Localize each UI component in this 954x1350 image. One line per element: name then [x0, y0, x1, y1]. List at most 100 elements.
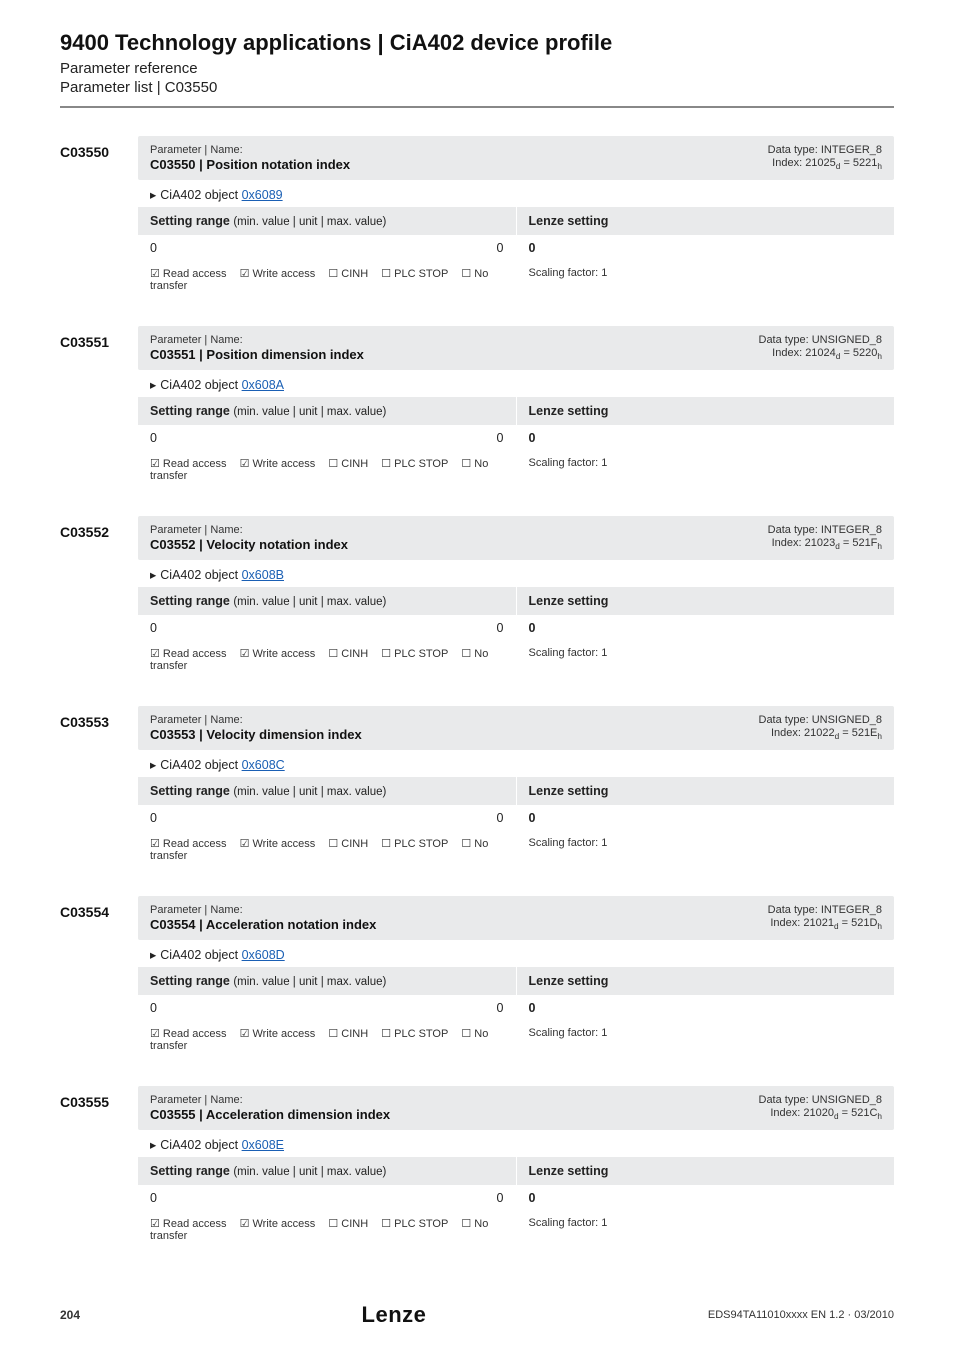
param-block: C03551 Parameter | Name: C03551 | Positi… [60, 326, 894, 490]
param-code: C03551 [60, 326, 138, 490]
param-code: C03553 [60, 706, 138, 870]
param-object-link-row: ▸ CiA402 object 0x608E [138, 1130, 894, 1157]
setting-header-row: Setting range (min. value | unit | max. … [138, 397, 894, 425]
param-name-title: C03550 | Position notation index [150, 157, 350, 172]
setting-range-label: Setting range [150, 214, 233, 228]
param-data-type: Data type: UNSIGNED_8 [759, 714, 883, 726]
param-index: Index: 21021d = 521Dh [768, 917, 882, 931]
param-index: Index: 21020d = 521Ch [759, 1107, 883, 1121]
lenze-value: 0 [517, 235, 895, 261]
lenze-setting-label: Lenze setting [517, 207, 895, 235]
access-read: ☑ Read access [150, 1218, 227, 1230]
footer-doc-id: EDS94TA11010xxxx EN 1.2 · 03/2010 [708, 1309, 894, 1321]
param-name-box: Parameter | Name: C03553 | Velocity dime… [138, 706, 894, 750]
param-name-label: Parameter | Name: [150, 334, 364, 346]
setting-range-label: Setting range [150, 784, 233, 798]
max-value: 0 [497, 621, 504, 635]
access-row: ☑ Read access ☑ Write access ☐ CINH ☐ PL… [138, 1021, 894, 1060]
access-read: ☑ Read access [150, 458, 227, 470]
footer-logo: Lenze [362, 1302, 427, 1328]
setting-range-sub: (min. value | unit | max. value) [233, 216, 386, 228]
param-object-link-row: ▸CiA402 object 0x608A [138, 370, 894, 397]
object-link[interactable]: 0x608C [242, 758, 285, 772]
setting-range-sub: (min. value | unit | max. value) [233, 596, 386, 608]
setting-header-row: Setting range (min. value | unit | max. … [138, 207, 894, 235]
param-name-label: Parameter | Name: [150, 524, 348, 536]
setting-range-sub: (min. value | unit | max. value) [233, 976, 386, 988]
header-rule [60, 106, 894, 108]
object-prefix: CiA402 object [160, 188, 241, 202]
lenze-setting-label: Lenze setting [517, 1157, 895, 1185]
param-index: Index: 21024d = 5220h [759, 347, 883, 361]
setting-header-row: Setting range (min. value | unit | max. … [138, 777, 894, 805]
param-name-label: Parameter | Name: [150, 1094, 390, 1106]
setting-range-label: Setting range [150, 974, 233, 988]
lenze-setting-label: Lenze setting [517, 777, 895, 805]
object-prefix: CiA402 object [160, 568, 241, 582]
min-value: 0 [150, 431, 157, 445]
triangle-icon: ▸ [150, 758, 156, 772]
param-code: C03550 [60, 136, 138, 300]
object-link[interactable]: 0x608E [242, 1138, 284, 1152]
triangle-icon: ▸ [150, 378, 156, 392]
param-name-title: C03552 | Velocity notation index [150, 537, 348, 552]
access-read: ☑ Read access [150, 1028, 227, 1040]
setting-range-label: Setting range [150, 1164, 233, 1178]
param-name-box: Parameter | Name: C03555 | Acceleration … [138, 1086, 894, 1130]
param-name-title: C03553 | Velocity dimension index [150, 727, 362, 742]
param-name-title: C03554 | Acceleration notation index [150, 917, 376, 932]
access-read: ☑ Read access [150, 838, 227, 850]
lenze-setting-label: Lenze setting [517, 967, 895, 995]
access-write: ☑ Write access [240, 1218, 316, 1230]
object-link[interactable]: 0x608D [242, 948, 285, 962]
object-link[interactable]: 0x608B [242, 568, 284, 582]
max-value: 0 [497, 1191, 504, 1205]
min-value: 0 [150, 241, 157, 255]
object-prefix: CiA402 object [160, 758, 241, 772]
object-prefix: CiA402 object [160, 1138, 241, 1152]
param-block: C03554 Parameter | Name: C03554 | Accele… [60, 896, 894, 1060]
param-code: C03552 [60, 516, 138, 680]
page-sub2: Parameter list | C03550 [60, 79, 894, 96]
lenze-value: 0 [517, 995, 895, 1021]
scaling-factor: Scaling factor: 1 [517, 1211, 895, 1250]
max-value: 0 [497, 241, 504, 255]
access-row: ☑ Read access ☑ Write access ☐ CINH ☐ PL… [138, 261, 894, 300]
param-name-box: Parameter | Name: C03554 | Acceleration … [138, 896, 894, 940]
param-code: C03554 [60, 896, 138, 1060]
access-write: ☑ Write access [240, 1028, 316, 1040]
param-block: C03553 Parameter | Name: C03553 | Veloci… [60, 706, 894, 870]
value-row: 00 0 [138, 805, 894, 831]
lenze-value: 0 [517, 425, 895, 451]
param-data-type: Data type: UNSIGNED_8 [759, 334, 883, 346]
footer-page-number: 204 [60, 1308, 80, 1322]
access-row: ☑ Read access ☑ Write access ☐ CINH ☐ PL… [138, 641, 894, 680]
access-plc: ☐ PLC STOP [381, 838, 448, 850]
triangle-icon: ▸ [150, 1138, 156, 1152]
scaling-factor: Scaling factor: 1 [517, 451, 895, 490]
access-write: ☑ Write access [240, 648, 316, 660]
min-value: 0 [150, 1191, 157, 1205]
page-header: 9400 Technology applications | CiA402 de… [60, 30, 894, 96]
access-cinh: ☐ CINH [328, 1028, 368, 1040]
param-block: C03552 Parameter | Name: C03552 | Veloci… [60, 516, 894, 680]
scaling-factor: Scaling factor: 1 [517, 1021, 895, 1060]
value-row: 00 0 [138, 235, 894, 261]
param-name-label: Parameter | Name: [150, 714, 362, 726]
max-value: 0 [497, 1001, 504, 1015]
access-cinh: ☐ CINH [328, 268, 368, 280]
param-name-box: Parameter | Name: C03551 | Position dime… [138, 326, 894, 370]
scaling-factor: Scaling factor: 1 [517, 261, 895, 300]
access-row: ☑ Read access ☑ Write access ☐ CINH ☐ PL… [138, 1211, 894, 1250]
object-link[interactable]: 0x6089 [242, 188, 283, 202]
value-row: 00 0 [138, 615, 894, 641]
value-row: 00 0 [138, 1185, 894, 1211]
param-name-box: Parameter | Name: C03550 | Position nota… [138, 136, 894, 180]
triangle-icon: ▸ [150, 188, 156, 202]
triangle-icon: ▸ [150, 948, 156, 962]
param-block: C03555 Parameter | Name: C03555 | Accele… [60, 1086, 894, 1250]
setting-range-sub: (min. value | unit | max. value) [233, 786, 386, 798]
object-link[interactable]: 0x608A [242, 378, 284, 392]
access-read: ☑ Read access [150, 648, 227, 660]
lenze-value: 0 [517, 1185, 895, 1211]
